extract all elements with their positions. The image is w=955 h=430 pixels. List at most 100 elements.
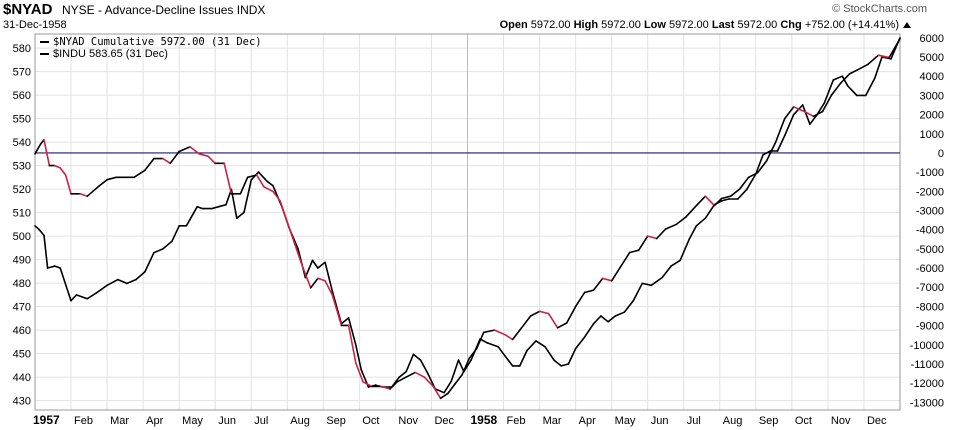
- right-tick-label: -11000: [911, 359, 944, 371]
- series-segment: [405, 371, 417, 378]
- series-segment: [783, 113, 795, 137]
- series-segment: [59, 267, 72, 302]
- series-segment: [493, 329, 507, 336]
- series-segment: [324, 261, 334, 292]
- chg-label: Chg: [780, 19, 802, 31]
- series-segment: [419, 359, 429, 375]
- series-segment: [688, 225, 698, 241]
- series-segment: [169, 150, 180, 165]
- series-segment: [257, 171, 269, 183]
- x-tick-label: May: [182, 415, 203, 427]
- series-segment: [243, 179, 253, 214]
- series-segment: [95, 284, 108, 294]
- series-segment: [86, 292, 98, 300]
- high-label: High: [573, 19, 599, 31]
- series-segment: [857, 63, 869, 71]
- series-segment: [324, 279, 334, 296]
- series-segment: [583, 289, 595, 294]
- series-segment: [412, 353, 422, 361]
- x-tick-label: Mar: [110, 415, 129, 427]
- series-segment: [38, 228, 45, 237]
- series-segment: [839, 73, 851, 85]
- series-segment: [661, 265, 672, 279]
- series-segment: [178, 146, 191, 153]
- series-segment: [567, 347, 577, 365]
- series-segment: [405, 353, 415, 373]
- series-segment: [286, 221, 296, 244]
- right-tick-label: -1000: [916, 167, 944, 179]
- series-segment: [162, 240, 173, 250]
- right-tick-label: 1000: [920, 129, 944, 141]
- series-segment: [619, 251, 631, 268]
- right-tick-label: -12000: [910, 378, 944, 390]
- x-tick-label: Jul: [687, 415, 701, 427]
- series-segment: [246, 174, 258, 179]
- series-segment: [846, 85, 858, 97]
- legend-swatch-indu: [40, 53, 49, 55]
- series-segment: [263, 186, 274, 193]
- x-tick-label: Jun: [218, 415, 236, 427]
- series-segment: [695, 217, 707, 227]
- series-segment: [632, 282, 644, 302]
- series-segment: [443, 380, 453, 394]
- series-segment: [46, 265, 56, 269]
- series-segment: [423, 376, 435, 388]
- series-segment: [255, 174, 265, 188]
- series-segment: [574, 291, 586, 308]
- series-segment: [607, 315, 617, 323]
- series-segment: [518, 349, 528, 367]
- x-tick-label: Oct: [795, 415, 812, 427]
- series-segment: [792, 106, 806, 113]
- series-segment: [592, 277, 604, 291]
- x-tick-label: 1957: [33, 413, 60, 427]
- legend-label-indu: $INDU 583.65 (31 Dec): [53, 48, 168, 60]
- chart-date: 31-Dec-1958: [3, 19, 67, 31]
- left-tick-label: 450: [13, 349, 31, 361]
- series-segment: [117, 278, 128, 285]
- series-segment: [646, 235, 658, 240]
- series-segment: [236, 211, 245, 219]
- series-segment: [171, 225, 180, 242]
- legend-swatch-nyad: [40, 41, 49, 43]
- series-segment: [309, 277, 319, 289]
- series-segment: [189, 146, 200, 155]
- series-segment: [736, 188, 748, 200]
- right-axis-ticks: -13000-12000-11000-10000-9000-8000-7000-…: [910, 33, 944, 409]
- series-segment: [97, 178, 108, 188]
- series-segment: [756, 160, 768, 174]
- left-tick-label: 470: [13, 302, 31, 314]
- series-segment: [762, 150, 772, 156]
- series-segment: [704, 195, 716, 207]
- series-segment: [720, 195, 732, 200]
- series-segment: [454, 373, 463, 385]
- series-segment: [565, 305, 577, 324]
- low-value: 5972.00: [669, 19, 709, 31]
- series-segment: [664, 223, 678, 230]
- series-segment: [684, 204, 698, 219]
- series-segment: [354, 362, 364, 383]
- series-segment: [70, 294, 78, 302]
- series-segment: [601, 277, 613, 282]
- series-segment: [223, 162, 233, 195]
- series-segment: [547, 312, 559, 329]
- left-tick-label: 540: [13, 137, 31, 149]
- series-segment: [830, 82, 842, 96]
- right-tick-label: -2000: [916, 186, 944, 198]
- series-segment: [434, 388, 445, 394]
- series-segment: [792, 104, 804, 116]
- series-segment: [362, 380, 373, 388]
- series-segment: [801, 104, 811, 125]
- series-segment: [637, 235, 649, 251]
- right-tick-label: -10000: [910, 340, 944, 352]
- series-segment: [64, 174, 72, 195]
- chart-legend: $NYAD Cumulative 5972.00 (31 Dec) $INDU …: [40, 36, 262, 60]
- series-segment: [574, 336, 586, 350]
- series-segment: [754, 154, 764, 175]
- open-label: Open: [499, 19, 528, 31]
- series-segment: [185, 205, 198, 227]
- series-segment: [774, 117, 786, 143]
- series-segment: [864, 77, 876, 97]
- series-segment: [803, 110, 815, 118]
- series-segment: [198, 153, 209, 157]
- series-segment: [610, 265, 622, 282]
